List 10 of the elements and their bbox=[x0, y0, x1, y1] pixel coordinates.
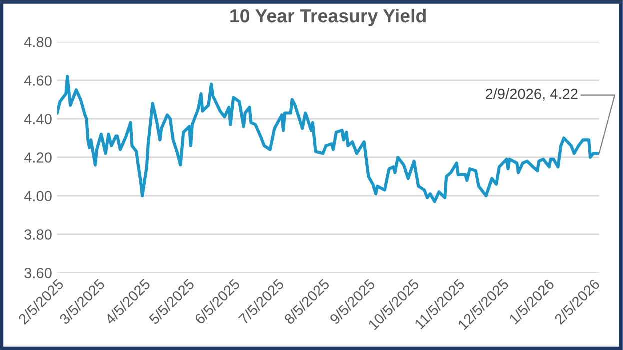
y-tick-label: 4.00 bbox=[24, 191, 52, 202]
y-tick-label: 4.80 bbox=[24, 37, 52, 48]
chart-title: 10 Year Treasury Yield bbox=[230, 8, 426, 26]
annotation: 2/9/2026, 4.22 bbox=[486, 88, 578, 101]
y-tick-label: 4.40 bbox=[24, 114, 52, 124]
y-tick-label: 4.60 bbox=[24, 76, 52, 86]
y-tick-label: 3.80 bbox=[24, 230, 52, 240]
y-tick-label: 4.20 bbox=[24, 152, 52, 163]
line-series bbox=[57, 75, 600, 204]
y-tick-label: 3.60 bbox=[24, 268, 52, 278]
